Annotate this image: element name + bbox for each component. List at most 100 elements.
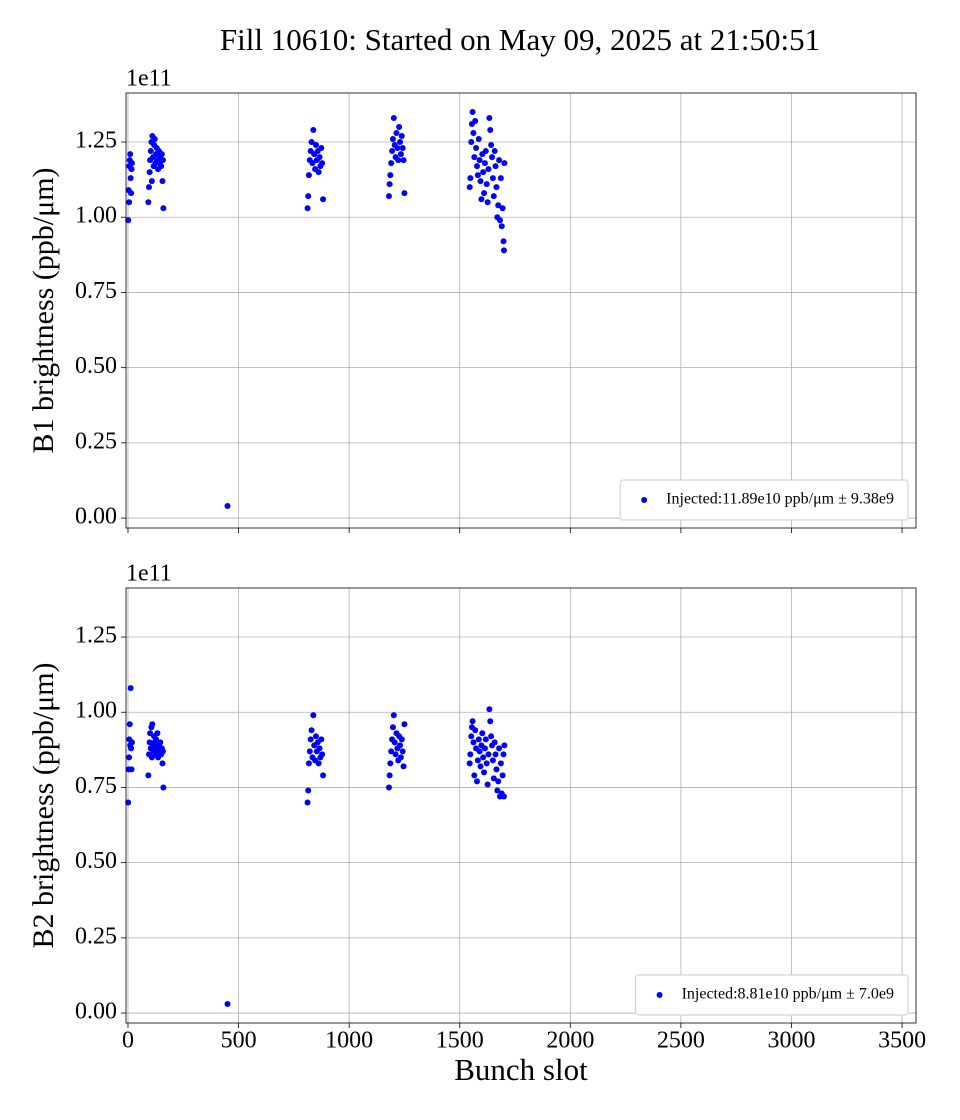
- y-tick-label: 0.75: [75, 278, 117, 304]
- data-point: [468, 139, 475, 146]
- data-point: [495, 778, 502, 785]
- data-point: [486, 706, 493, 713]
- data-point: [319, 751, 326, 758]
- data-point: [397, 742, 404, 749]
- data-point: [153, 736, 160, 743]
- data-point: [500, 238, 507, 245]
- data-point: [306, 748, 313, 755]
- data-point: [127, 685, 134, 692]
- legend-box: [619, 479, 909, 521]
- data-point: [482, 736, 489, 743]
- data-point: [389, 136, 396, 143]
- data-point: [310, 712, 317, 719]
- data-point: [159, 157, 166, 164]
- data-point: [316, 154, 323, 161]
- data-point: [388, 748, 395, 755]
- data-point: [477, 763, 484, 770]
- data-point: [470, 739, 477, 746]
- axes-frame: [125, 587, 917, 1024]
- y-tick-label: 1.00: [75, 203, 117, 229]
- data-point: [486, 114, 493, 121]
- data-point: [125, 799, 132, 806]
- data-point: [475, 136, 482, 143]
- data-point: [489, 154, 496, 161]
- legend-marker: [656, 992, 663, 998]
- x-tick-label: 500: [221, 1028, 257, 1054]
- y-tick-label: 0.50: [75, 353, 117, 379]
- data-point: [396, 123, 403, 130]
- data-point: [483, 181, 490, 188]
- data-point: [496, 217, 503, 224]
- data-point: [307, 736, 314, 743]
- data-point: [315, 169, 322, 176]
- data-point: [468, 733, 475, 740]
- data-point: [224, 503, 231, 510]
- data-point: [389, 148, 396, 155]
- axes-frame: [125, 92, 917, 529]
- data-point: [475, 736, 482, 743]
- data-point: [146, 169, 153, 176]
- data-point: [148, 178, 155, 185]
- data-point: [309, 160, 316, 167]
- data-point: [310, 127, 317, 134]
- data-point: [481, 160, 488, 167]
- data-point: [151, 136, 158, 143]
- data-point: [159, 760, 166, 767]
- data-point: [145, 199, 152, 206]
- data-point: [386, 772, 393, 779]
- data-point: [482, 148, 489, 155]
- data-point: [128, 166, 135, 173]
- y-axis-label: B2 brightness (ppb/μm): [27, 662, 60, 948]
- data-point: [496, 157, 503, 164]
- data-point: [320, 772, 327, 779]
- data-point: [145, 772, 152, 779]
- data-point: [490, 775, 497, 782]
- y-tick-label: 1.00: [75, 698, 117, 724]
- data-point: [397, 139, 404, 146]
- data-point: [320, 196, 327, 203]
- data-point: [385, 193, 392, 200]
- data-point: [400, 763, 407, 770]
- data-point: [392, 751, 399, 758]
- data-point: [147, 148, 154, 155]
- data-point: [397, 151, 404, 158]
- data-point: [481, 745, 488, 752]
- y-tick-label: 0.25: [75, 428, 117, 454]
- data-point: [128, 190, 135, 197]
- data-point: [399, 748, 406, 755]
- data-point: [471, 154, 478, 161]
- data-point: [485, 166, 492, 173]
- y-axis-label: B1 brightness (ppb/μm): [27, 167, 60, 453]
- data-point: [466, 184, 473, 191]
- legend-box: [635, 974, 909, 1016]
- data-point: [500, 247, 507, 254]
- data-point: [126, 754, 133, 761]
- data-point: [488, 142, 495, 149]
- data-point: [474, 757, 481, 764]
- data-point: [492, 163, 499, 170]
- data-point: [390, 114, 397, 121]
- data-point: [496, 745, 503, 752]
- data-point: [476, 748, 483, 755]
- data-point: [224, 1001, 231, 1008]
- data-point: [128, 766, 135, 773]
- x-tick-label: 2000: [546, 1028, 594, 1054]
- data-point: [159, 748, 166, 755]
- legend-label: Injected:8.81e10 ppb/μm ± 7.0e9: [682, 986, 894, 1003]
- y-tick-label: 1.25: [75, 623, 117, 649]
- data-point: [500, 751, 507, 758]
- data-point: [126, 721, 133, 728]
- data-point: [318, 736, 325, 743]
- legend: Injected:8.81e10 ppb/μm ± 7.0e9: [635, 974, 909, 1016]
- data-point: [481, 769, 488, 776]
- data-point: [466, 760, 473, 767]
- data-point: [473, 145, 480, 152]
- data-point: [128, 745, 135, 752]
- data-point: [499, 205, 506, 212]
- data-point: [469, 718, 476, 725]
- data-point: [398, 736, 405, 743]
- data-point: [499, 772, 506, 779]
- x-tick-label: 3000: [767, 1028, 815, 1054]
- data-point: [497, 175, 504, 182]
- data-point: [472, 117, 479, 124]
